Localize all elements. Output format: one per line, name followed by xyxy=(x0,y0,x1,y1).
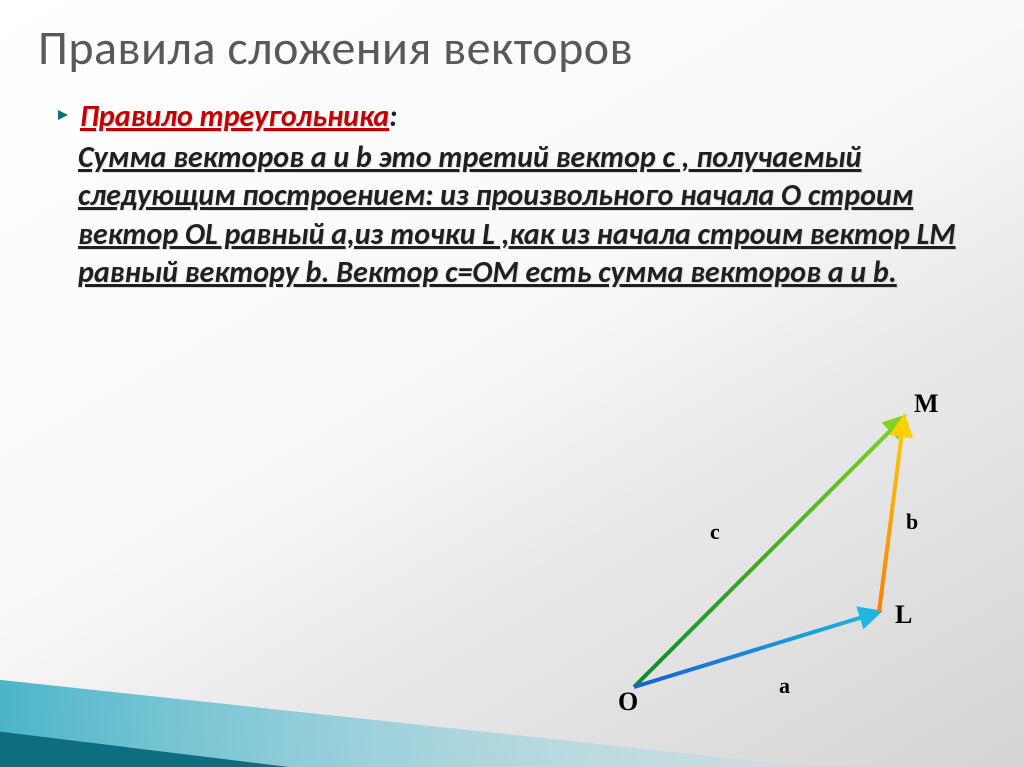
bullet-icon xyxy=(56,108,70,122)
vector-label-c: c xyxy=(710,519,720,545)
slide-title: Правила сложения векторов xyxy=(38,18,633,77)
colon: : xyxy=(389,98,397,135)
point-label-L: L xyxy=(895,600,912,630)
bullet-row: Правило треугольника: xyxy=(56,98,956,135)
point-label-O: O xyxy=(618,687,638,717)
rule-name: Правило треугольника xyxy=(80,98,389,135)
point-label-M: M xyxy=(914,389,939,419)
body-text-block: Правило треугольника: Сумма векторов a и… xyxy=(56,98,956,293)
vector-label-b: b xyxy=(906,509,918,535)
vector-label-a: a xyxy=(779,673,790,699)
vector-b xyxy=(879,417,904,612)
vector-diagram-svg xyxy=(604,387,964,707)
rule-definition: Сумма векторов a и b это третий вектор с… xyxy=(78,139,956,293)
vector-diagram: O L M a b c xyxy=(604,387,964,707)
rule-heading: Правило треугольника: xyxy=(80,98,397,135)
slide: Правила сложения векторов Правило треуго… xyxy=(0,0,1024,767)
